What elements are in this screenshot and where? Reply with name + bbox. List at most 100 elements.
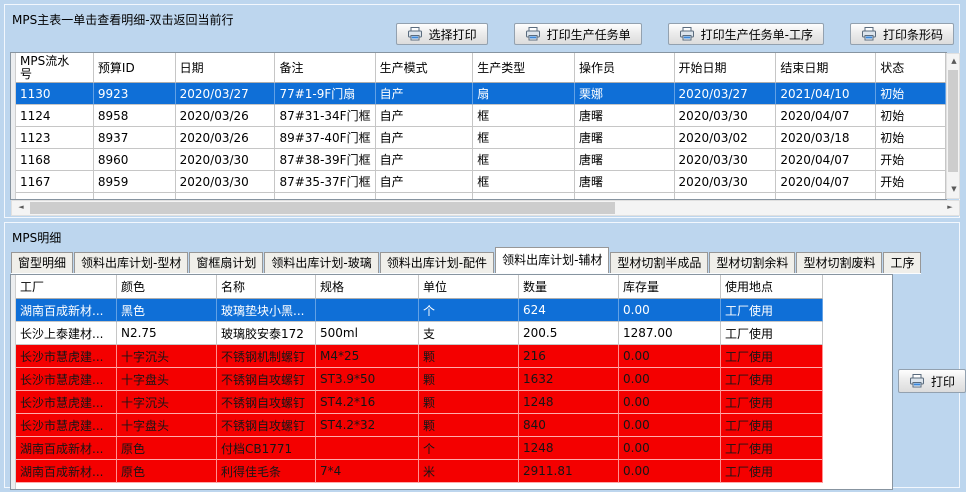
cell-prod-type: 框: [473, 127, 575, 149]
select-print-button[interactable]: 选择打印: [395, 23, 488, 45]
col-header-remark[interactable]: 备注: [275, 53, 376, 83]
col-header-spec[interactable]: 规格: [316, 275, 419, 299]
detail-tabs: 窗型明细 领料出库计划-型材 窗框扇计划 领料出库计划-玻璃 领料出库计划-配件…: [11, 247, 922, 274]
scroll-left-icon[interactable]: ◄: [18, 203, 24, 211]
cell-color: 十字沉头: [117, 391, 217, 414]
detail-tab[interactable]: 工序: [883, 252, 922, 273]
cell-stock: 1287.00: [619, 322, 721, 345]
col-header-budget-id[interactable]: 预算ID: [93, 53, 176, 83]
cell-quantity: 1632: [519, 368, 619, 391]
detail-table-row[interactable]: 湖南百成新材... 原色 付档CB1771 个 1248 0.00 工厂使用: [16, 437, 823, 460]
print-task-sheet-button[interactable]: 打印生产任务单: [513, 23, 642, 45]
cell-unit: 颗: [419, 414, 519, 437]
cell-unit: 颗: [419, 391, 519, 414]
cell-spec: ST3.9*50: [316, 368, 419, 391]
cell-spec: [316, 299, 419, 322]
master-horizontal-scrollbar[interactable]: ◄ ►: [11, 200, 960, 216]
col-header-name[interactable]: 名称: [217, 275, 316, 299]
detail-table-row[interactable]: 长沙市慧虎建... 十字沉头 不锈钢自攻螺钉 ST4.2*16 颗 1248 0…: [16, 391, 823, 414]
cell-operator: 唐曙: [574, 105, 675, 127]
col-header-quantity[interactable]: 数量: [519, 275, 619, 299]
master-panel-title: MPS主表一单击查看明细-双击返回当前行: [12, 13, 234, 27]
button-label: 打印生产任务单-工序: [700, 27, 813, 42]
col-header-stock[interactable]: 库存量: [619, 275, 721, 299]
detail-tab[interactable]: 领料出库计划-辅材: [495, 247, 610, 273]
col-header-end-date[interactable]: 结束日期: [776, 53, 877, 83]
master-table-row[interactable]: 1130 9923 2020/03/27 77#1-9F门扇 自产 扇 栗娜 2…: [16, 83, 946, 105]
master-vertical-scrollbar[interactable]: ▲ ▼: [946, 53, 960, 199]
detail-tab[interactable]: 型材切割余料: [709, 252, 796, 273]
mps-master-panel: MPS主表一单击查看明细-双击返回当前行 选择打印 打印生产任务单 打印生产任务…: [4, 4, 960, 218]
detail-tab[interactable]: 窗框扇计划: [189, 252, 264, 273]
cell-stock: 0.00: [619, 391, 721, 414]
cell-usage-place: 工厂使用: [721, 322, 823, 345]
cell-name: 付档CB1771: [217, 437, 316, 460]
printer-icon: [525, 27, 540, 41]
cell-date: 2020/03/26: [175, 127, 276, 149]
cell-spec: 7*4: [316, 460, 419, 483]
col-header-unit[interactable]: 单位: [419, 275, 519, 299]
master-table-row[interactable]: 1124 8958 2020/03/26 87#31-34F门框 自产 框 唐曙…: [16, 105, 946, 127]
col-header-usage-place[interactable]: 使用地点: [721, 275, 823, 299]
col-header-color[interactable]: 颜色: [117, 275, 217, 299]
detail-tab[interactable]: 窗型明细: [11, 252, 74, 273]
cell-remark: 87#31-34F门框: [275, 105, 376, 127]
detail-table-row[interactable]: 湖南百成新材... 黑色 玻璃垫块小黑... 个 624 0.00 工厂使用: [16, 299, 823, 322]
horizontal-scroll-thumb[interactable]: [30, 202, 615, 214]
detail-table-row[interactable]: 长沙上泰建材... N2.75 玻璃胶安泰172 500ml 支 200.5 1…: [16, 322, 823, 345]
detail-tab[interactable]: 领料出库计划-配件: [379, 252, 495, 273]
cell-usage-place: 工厂使用: [721, 368, 823, 391]
master-table-row[interactable]: 1123 8937 2020/03/26 89#37-40F门框 自产 框 唐曙…: [16, 127, 946, 149]
cell-factory: 湖南百成新材...: [16, 299, 117, 322]
col-header-mps-serial[interactable]: MPS流水号: [16, 53, 94, 83]
cell-factory: 长沙上泰建材...: [16, 322, 117, 345]
cell-unit: 个: [419, 437, 519, 460]
scroll-right-icon[interactable]: ►: [947, 203, 953, 211]
button-label: 打印: [931, 374, 956, 389]
printer-icon: [861, 27, 876, 41]
cell-prod-type: 框: [473, 171, 575, 193]
cell-usage-place: 工厂使用: [721, 414, 823, 437]
detail-table-row[interactable]: 湖南百成新材... 原色 利得佳毛条 7*4 米 2911.81 0.00 工厂…: [16, 460, 823, 483]
printer-icon: [679, 27, 694, 41]
print-barcode-button[interactable]: 打印条形码: [849, 23, 954, 45]
detail-tab[interactable]: 领料出库计划-型材: [74, 252, 189, 273]
cell-mps-serial: 1167: [16, 171, 94, 193]
col-header-operator[interactable]: 操作员: [574, 53, 675, 83]
cell-unit: 颗: [419, 368, 519, 391]
cell-start-date: 2020/03/30: [674, 171, 777, 193]
cell-status: 初始: [876, 83, 946, 105]
col-header-factory[interactable]: 工厂: [16, 275, 117, 299]
detail-table-row[interactable]: 长沙市慧虎建... 十字盘头 不锈钢自攻螺钉 ST4.2*32 颗 840 0.…: [16, 414, 823, 437]
print-task-sheet-process-button[interactable]: 打印生产任务单-工序: [667, 23, 824, 45]
cell-operator: 唐曙: [574, 127, 675, 149]
cell-operator: 唐曙: [574, 171, 675, 193]
scroll-up-icon[interactable]: ▲: [951, 57, 957, 65]
cell-end-date: 2020/04/07: [776, 171, 877, 193]
cell-usage-place: 工厂使用: [721, 437, 823, 460]
vertical-scroll-thumb[interactable]: [948, 70, 958, 172]
cell-name: 利得佳毛条: [217, 460, 316, 483]
master-table-row[interactable]: 1168 8960 2020/03/30 87#38-39F门框 自产 框 唐曙…: [16, 149, 946, 171]
cell-unit: 个: [419, 299, 519, 322]
master-table-row[interactable]: 1167 8959 2020/03/30 87#35-37F门框 自产 框 唐曙…: [16, 171, 946, 193]
col-header-date[interactable]: 日期: [175, 53, 276, 83]
col-header-prod-type[interactable]: 生产类型: [473, 53, 575, 83]
col-header-start-date[interactable]: 开始日期: [674, 53, 777, 83]
cell-usage-place: 工厂使用: [721, 391, 823, 414]
detail-tab[interactable]: 型材切割废料: [796, 252, 883, 273]
cell-end-date: 2021/04/10: [776, 83, 877, 105]
cell-factory: 长沙市慧虎建...: [16, 345, 117, 368]
cell-status: 开始: [876, 171, 946, 193]
cell-prod-mode: 自产: [375, 127, 474, 149]
col-header-prod-mode[interactable]: 生产模式: [375, 53, 474, 83]
detail-table-row[interactable]: 长沙市慧虎建... 十字盘头 不锈钢自攻螺钉 ST3.9*50 颗 1632 0…: [16, 368, 823, 391]
detail-table-row[interactable]: 长沙市慧虎建... 十字沉头 不锈钢机制螺钉 M4*25 颗 216 0.00 …: [16, 345, 823, 368]
cell-status: 开始: [876, 149, 946, 171]
detail-tab[interactable]: 型材切割半成品: [610, 252, 709, 273]
print-button[interactable]: 打印: [898, 369, 966, 393]
col-header-status[interactable]: 状态: [876, 53, 946, 83]
scroll-down-icon[interactable]: ▼: [951, 185, 957, 193]
detail-tab[interactable]: 领料出库计划-玻璃: [264, 252, 379, 273]
